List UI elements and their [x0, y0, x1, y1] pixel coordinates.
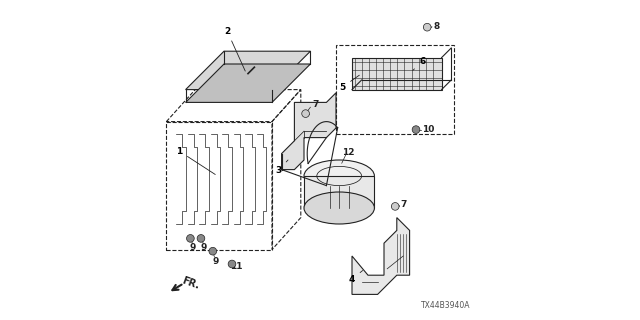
Text: 4: 4: [349, 270, 363, 284]
Polygon shape: [352, 58, 442, 90]
Text: 7: 7: [401, 200, 407, 209]
Text: FR.: FR.: [181, 276, 201, 291]
Circle shape: [392, 203, 399, 210]
Text: 6: 6: [413, 57, 426, 70]
Ellipse shape: [304, 160, 374, 192]
Text: 10: 10: [422, 125, 435, 134]
Ellipse shape: [304, 192, 374, 224]
Text: 7: 7: [312, 100, 318, 108]
Text: 11: 11: [230, 262, 242, 271]
Text: 9: 9: [189, 244, 196, 252]
Polygon shape: [304, 176, 374, 208]
Text: 12: 12: [342, 148, 355, 156]
Text: TX44B3940A: TX44B3940A: [421, 301, 470, 310]
Text: 2: 2: [224, 27, 245, 71]
Text: 9: 9: [200, 244, 207, 252]
Circle shape: [302, 110, 310, 117]
Polygon shape: [186, 51, 310, 90]
Text: 3: 3: [275, 160, 288, 175]
Text: 1: 1: [176, 147, 215, 174]
Circle shape: [424, 23, 431, 31]
Circle shape: [209, 247, 216, 255]
Text: 5: 5: [339, 75, 359, 92]
Circle shape: [228, 260, 236, 268]
Polygon shape: [186, 64, 310, 102]
Circle shape: [197, 235, 205, 242]
Circle shape: [412, 126, 420, 133]
Text: 8: 8: [434, 22, 440, 31]
Text: 9: 9: [212, 257, 218, 266]
Polygon shape: [282, 93, 336, 170]
Circle shape: [187, 235, 195, 242]
Polygon shape: [352, 218, 410, 294]
